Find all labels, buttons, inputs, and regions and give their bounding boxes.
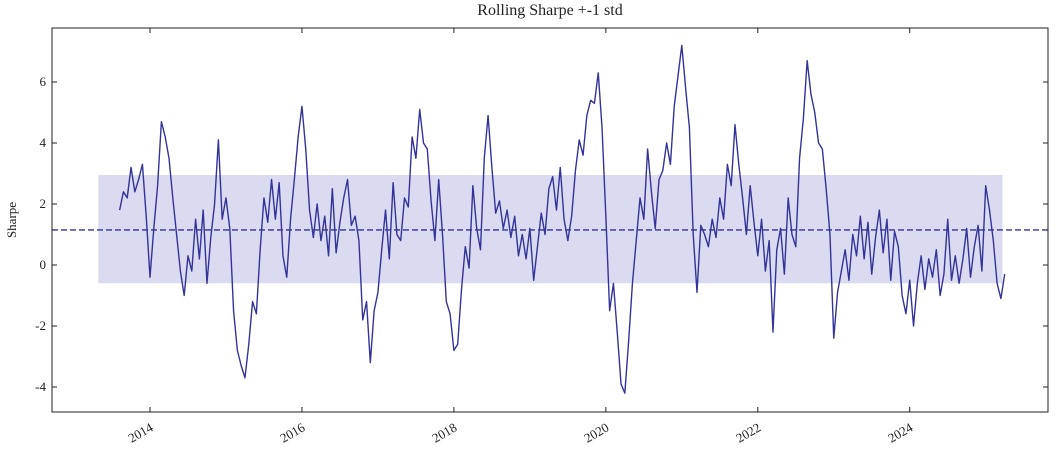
y-tick-label: 0	[40, 257, 47, 272]
x-tick-label: 2020	[581, 420, 611, 446]
x-tick-label: 2018	[429, 420, 459, 446]
y-tick-label: 4	[40, 135, 47, 150]
x-tick-label: 2022	[733, 420, 763, 446]
std-band	[98, 175, 1003, 284]
plot-frame	[51, 27, 1049, 413]
y-tick-label: 6	[40, 74, 47, 89]
y-tick-label: -2	[35, 318, 46, 333]
x-tick-label: 2016	[277, 419, 307, 445]
x-tick-label: 2014	[125, 419, 155, 445]
y-tick-label: -4	[35, 379, 46, 394]
sharpe-line	[118, 44, 1006, 394]
x-tick-label: 2024	[885, 419, 915, 445]
y-tick-label: 2	[40, 196, 47, 211]
y-axis-label: Sharpe	[4, 202, 19, 238]
chart-title: Rolling Sharpe +-1 std	[477, 2, 622, 19]
